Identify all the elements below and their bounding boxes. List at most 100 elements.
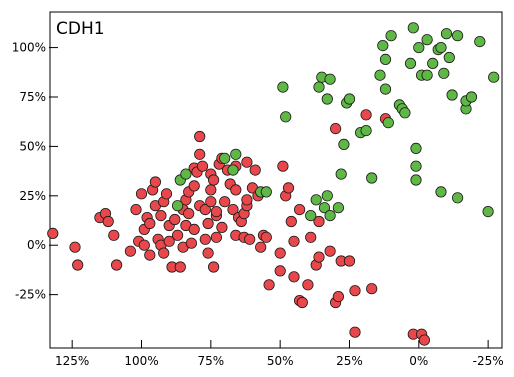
red-point [102,215,114,228]
red-point [69,241,81,253]
red-point [230,184,242,196]
red-point [158,247,170,259]
green-point [482,206,494,218]
red-point [293,204,306,216]
red-point [205,184,217,196]
green-point [219,152,231,164]
green-point [465,91,478,103]
green-point [407,22,419,34]
red-point [160,188,173,200]
green-point [310,194,322,206]
red-point [349,285,361,297]
red-point [219,196,231,208]
red-point [47,227,59,239]
red-point [249,164,261,176]
green-point [335,168,347,180]
green-point [180,168,192,180]
red-point [274,265,286,277]
red-point [210,231,222,243]
x-tick-label: 50% [267,354,294,368]
green-point [404,57,417,70]
red-point [360,109,372,121]
green-point [421,69,433,81]
red-point [138,239,150,251]
red-point [149,176,161,188]
red-point [196,160,209,172]
green-point [313,81,325,93]
green-point [413,41,425,54]
green-point [321,93,333,105]
green-point [227,164,239,176]
x-tick-label: -25% [473,354,504,368]
red-point [288,235,300,247]
green-point [332,202,344,214]
x-axis: 125% 100% 75% 50% 25% 0% -25% [55,340,504,368]
red-point [202,247,214,259]
red-point [241,156,253,168]
red-point [260,231,272,243]
red-point [418,334,430,346]
red-point [302,279,314,291]
x-tick-label: 25% [336,354,363,368]
green-point [435,186,447,198]
red-point [227,204,239,216]
green-point [280,111,292,123]
green-point [324,73,336,85]
green-point [421,34,433,46]
green-point [410,174,422,186]
red-point [199,204,211,216]
green-point [377,39,389,52]
green-point [343,93,356,105]
green-point [443,51,455,64]
red-point [208,261,220,273]
y-tick-label: -25% [15,288,46,302]
red-point [244,233,256,245]
green-point [338,138,350,150]
red-point [135,188,148,200]
red-point [216,221,228,233]
red-point [343,255,356,267]
red-point [313,251,325,263]
green-point [488,71,500,83]
green-point [474,35,486,48]
red-point [296,296,308,309]
red-point [172,229,184,241]
green-point [382,117,394,129]
green-point [366,172,378,184]
y-tick-label: 100% [12,41,46,55]
green-point [438,67,450,79]
red-point [144,249,156,261]
green-point [427,57,439,70]
red-point [185,237,197,249]
red-point [332,290,344,303]
green-point [321,190,333,202]
red-point [329,123,342,135]
red-point [194,130,206,143]
red-point [288,271,300,283]
red-point [305,231,317,243]
red-point [202,217,214,230]
red-point [183,208,195,220]
green-point [305,210,317,222]
red-point [263,279,275,291]
y-tick-label: 25% [19,189,46,203]
green-point [410,142,422,154]
red-point [174,261,186,273]
red-point [169,213,181,226]
green-point [379,83,392,95]
green-point [379,53,392,66]
red-point [194,148,206,160]
red-point [124,245,136,257]
red-point [199,233,211,245]
red-point [188,223,200,235]
red-point [324,245,336,257]
green-point [324,210,336,222]
green-point [410,160,422,172]
y-tick-label: 50% [19,139,46,153]
red-point [130,204,142,216]
green-point [435,41,447,54]
green-point [260,186,272,198]
red-point [155,210,167,222]
green-point [374,69,386,81]
